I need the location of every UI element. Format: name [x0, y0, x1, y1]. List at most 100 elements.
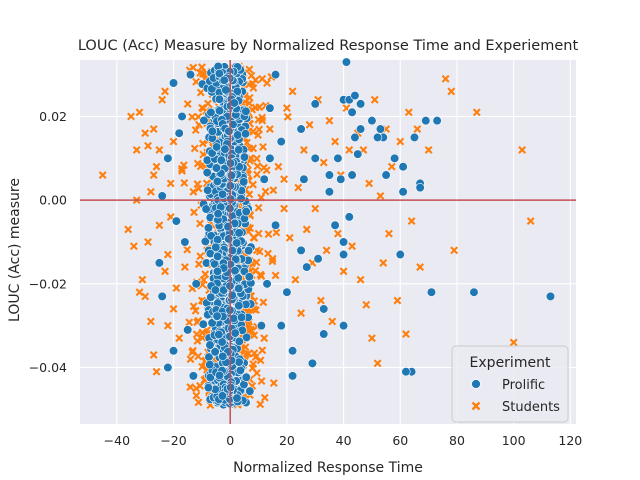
prolific-point [234, 357, 244, 367]
students-point [192, 384, 201, 393]
students-point [259, 298, 268, 307]
prolific-point [212, 266, 223, 276]
students-point [166, 179, 175, 188]
prolific-point [212, 311, 222, 321]
prolific-point [201, 204, 211, 214]
students-point [183, 99, 192, 108]
students-point [193, 337, 202, 345]
students-point [256, 400, 265, 409]
students-point [155, 146, 164, 154]
prolific-point [265, 103, 275, 113]
students-point [370, 95, 379, 104]
prolific-point [210, 347, 220, 357]
y-tick-label: −0.04 [29, 360, 67, 375]
prolific-point [229, 98, 239, 108]
students-point [194, 184, 203, 193]
students-point [198, 328, 207, 337]
prolific-point [234, 145, 244, 155]
prolific-point [227, 245, 237, 256]
prolific-point [347, 170, 357, 180]
students-point [249, 180, 257, 189]
students-point [248, 127, 257, 136]
prolific-point [212, 176, 223, 187]
prolific-point [242, 332, 252, 342]
students-point [250, 233, 259, 242]
x-tick-label: 20 [279, 433, 295, 448]
students-point [190, 208, 199, 217]
prolific-point [265, 153, 275, 163]
prolific-point [206, 107, 216, 117]
prolific-point [426, 287, 437, 297]
prolific-point [210, 285, 221, 295]
students-point [248, 79, 257, 88]
prolific-point [401, 367, 411, 377]
students-point [379, 258, 388, 267]
prolific-point [214, 370, 225, 380]
x-tick-label: 40 [336, 433, 352, 448]
prolific-point [287, 346, 298, 356]
legend-marker-prolific [471, 379, 481, 389]
prolific-point [203, 185, 213, 195]
prolific-point [216, 155, 226, 165]
students-point [259, 142, 267, 151]
students-point [250, 331, 259, 340]
prolific-point [218, 351, 228, 361]
students-point [348, 242, 357, 251]
prolific-point [163, 153, 173, 163]
students-point [413, 125, 422, 133]
prolific-point [270, 220, 281, 230]
prolific-point [232, 238, 242, 248]
students-point [172, 284, 181, 292]
students-point [192, 330, 201, 339]
prolific-point [217, 189, 228, 199]
students-point [98, 171, 107, 179]
students-point [163, 250, 172, 259]
legend-label-prolific: Prolific [502, 378, 545, 393]
x-tick-label: 0 [226, 433, 234, 448]
x-tick-label: 80 [449, 433, 465, 448]
prolific-point [381, 170, 391, 180]
students-point [141, 129, 150, 138]
prolific-point [234, 336, 244, 347]
students-point [188, 112, 197, 121]
prolific-point [219, 75, 229, 85]
prolific-point [224, 234, 234, 244]
prolific-point [338, 237, 349, 247]
prolific-point [324, 187, 335, 197]
students-point [135, 108, 144, 117]
prolific-point [191, 279, 201, 289]
students-point [161, 87, 169, 96]
students-point [124, 225, 133, 234]
prolific-point [395, 249, 405, 260]
prolific-point [163, 362, 173, 373]
students-point [183, 245, 192, 254]
prolific-point [347, 107, 357, 117]
prolific-point [239, 177, 249, 187]
prolific-point [333, 153, 343, 163]
x-tick-label: −40 [104, 433, 130, 448]
students-point [245, 65, 254, 74]
prolific-point [214, 68, 224, 79]
prolific-point [205, 360, 215, 370]
legend-label-students: Students [502, 400, 560, 415]
prolific-point [287, 371, 298, 381]
prolific-point [202, 167, 212, 178]
prolific-point [234, 301, 244, 311]
students-point [407, 217, 416, 226]
prolific-point [157, 291, 167, 301]
prolific-point [341, 57, 352, 67]
prolific-point [338, 321, 349, 331]
students-point [274, 162, 283, 171]
students-point [282, 104, 291, 113]
prolific-point [174, 128, 184, 138]
students-point [257, 377, 266, 386]
prolific-point [236, 312, 247, 322]
students-point [268, 254, 277, 263]
prolific-point [299, 174, 309, 184]
students-point [194, 260, 203, 269]
students-point [152, 162, 161, 171]
students-point [196, 88, 205, 97]
students-point [356, 275, 365, 284]
students-point [255, 125, 264, 134]
students-point [251, 103, 260, 112]
